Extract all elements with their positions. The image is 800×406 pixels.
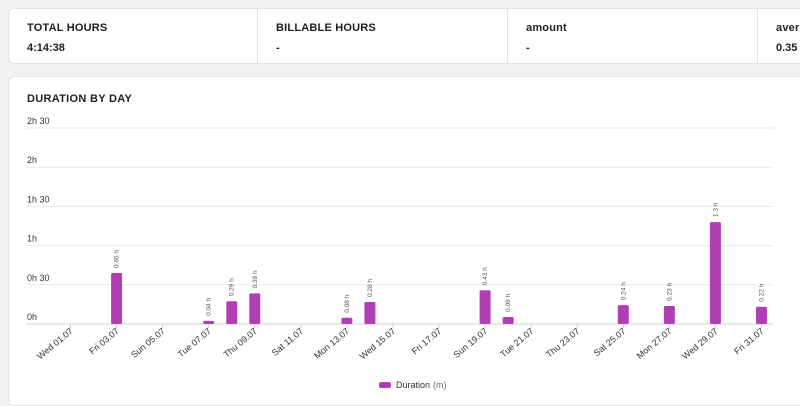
data-label: 0.29 h [229, 278, 236, 296]
data-label: 0.43 h [482, 267, 489, 285]
stat-value: - [276, 42, 280, 54]
data-label: 0.28 h [367, 279, 374, 297]
bar [364, 302, 376, 324]
data-label: 0.22 h [758, 283, 765, 301]
y-tick-label: 0h 30 [27, 273, 50, 283]
x-tick-label: Fri 17.07 [410, 326, 444, 356]
x-tick-label: Thu 09.07 [222, 326, 259, 360]
stat-label: amount [526, 22, 567, 34]
x-tick-label: Mon 27.07 [635, 326, 674, 361]
stat-label: aver [776, 22, 800, 34]
bar [709, 222, 721, 324]
data-label: 0.24 h [620, 282, 627, 300]
x-tick-label: Wed 29.07 [680, 326, 720, 362]
data-label: 0.23 h [666, 283, 673, 301]
y-tick-label: 2h 30 [27, 116, 50, 126]
stat-value: 4:14:38 [27, 42, 65, 54]
x-tick-label: Tue 07.07 [176, 326, 213, 360]
chart-card: DURATION BY DAY 0h 0h 30 1h 1h 30 2h 2h 30 0.6… [8, 76, 800, 406]
bar [226, 301, 238, 324]
bar [111, 273, 123, 324]
stat-average: aver 0.35 [757, 9, 800, 63]
x-tick-label: Sat 25.07 [592, 326, 628, 358]
bar [663, 305, 675, 324]
x-tick-label: Mon 13.07 [312, 326, 351, 361]
legend-series-unit: (m) [433, 380, 447, 390]
x-tick-label: Sun 19.07 [452, 326, 490, 360]
bar [755, 306, 767, 324]
legend[interactable]: Duration (m) [379, 380, 447, 390]
stat-total-hours: TOTAL HOURS 4:14:38 [9, 9, 256, 63]
y-tick-label: 1h 30 [27, 194, 50, 204]
chart-title: DURATION BY DAY [27, 93, 133, 105]
x-tick-label: Thu 23.07 [544, 326, 581, 360]
bar [617, 305, 629, 324]
x-tick-label: Sun 05.07 [129, 326, 167, 360]
bar [502, 316, 514, 324]
x-tick-label: Wed 01.07 [35, 326, 75, 362]
bar [249, 293, 261, 324]
duration-bar-chart: 0h 0h 30 1h 1h 30 2h 2h 30 0.65 h 0.04 h 0.29 h 0… [26, 116, 773, 362]
y-tick-label: 1h [27, 234, 37, 244]
stat-label: BILLABLE HOURS [276, 22, 376, 34]
bar [341, 317, 353, 324]
stats-card: TOTAL HOURS 4:14:38 BILLABLE HOURS - amo… [8, 8, 800, 64]
x-tick-label: Wed 15.07 [358, 326, 398, 362]
stat-value: 0.35 [776, 42, 798, 54]
bar [479, 290, 491, 324]
y-tick-label: 2h [27, 155, 37, 165]
stat-amount: amount - [507, 9, 756, 63]
data-label: 0.65 h [114, 250, 121, 268]
x-tick-label: Sat 11.07 [270, 326, 305, 358]
y-tick-label: 0h [27, 312, 37, 322]
x-tick-label: Fri 03.07 [87, 326, 121, 356]
data-label: 0.39 h [252, 270, 259, 288]
data-label: 0.08 h [344, 294, 351, 312]
data-label: 1.3 h [712, 202, 719, 217]
legend-swatch [379, 382, 391, 388]
data-label: 0.04 h [206, 297, 213, 315]
stat-value: - [526, 42, 530, 54]
bar [203, 320, 215, 324]
legend-series-name: Duration [396, 380, 431, 390]
stat-label: TOTAL HOURS [27, 22, 108, 34]
x-tick-label: Tue 21.07 [498, 326, 535, 360]
x-tick-label: Fri 31.07 [732, 326, 766, 356]
stat-billable-hours: BILLABLE HOURS - [257, 9, 506, 63]
data-label: 0.09 h [505, 293, 512, 311]
